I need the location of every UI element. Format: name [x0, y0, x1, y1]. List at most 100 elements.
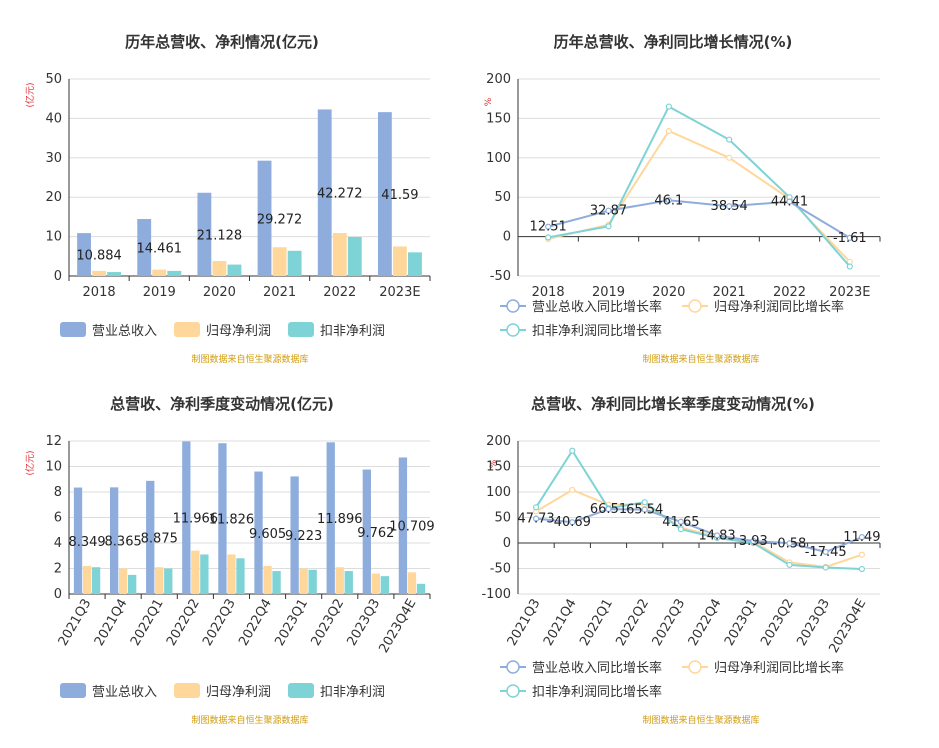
bar-deducted-profit [344, 571, 353, 594]
x-tick-label: 2020 [203, 285, 236, 300]
y-axis-unit-label: % [484, 97, 494, 106]
y-tick-label: 150 [486, 460, 511, 475]
y-tick-label: 0 [503, 536, 511, 551]
bar-net-profit [335, 567, 344, 594]
x-tick-label: 2023Q1 [272, 597, 311, 649]
series-point [605, 505, 612, 513]
series-line-net-profit-growth [535, 488, 863, 568]
line-data-label: -1.61 [833, 231, 867, 246]
chart-1: 历年总营收、净利情况(亿元) (亿元) 0 10 20 30 40 50 2018 2019 202… [24, 33, 431, 365]
series-point [858, 565, 866, 573]
bar-net-profit [155, 567, 164, 594]
legend-label: 扣非净利润同比增长率 [532, 323, 662, 339]
y-tick-label: 10 [45, 230, 62, 245]
chart-title: 历年总营收、净利同比增长情况(%) [554, 33, 793, 51]
bar-revenue [182, 441, 191, 594]
bar-deducted-profit [408, 252, 422, 276]
x-tick-label: 2021 [713, 285, 746, 300]
bar-deducted-profit [164, 568, 173, 594]
bar-data-label: 9.762 [357, 526, 394, 541]
bar-deducted-profit [347, 236, 362, 276]
bar-data-label: 11.826 [209, 513, 255, 528]
bar-deducted-profit [272, 571, 281, 594]
x-tick-label: 2023Q4E [377, 597, 420, 656]
line-data-label: 11.49 [843, 530, 880, 545]
legend-item: 归母净利润同比增长率 [682, 299, 844, 315]
series-point [677, 518, 685, 525]
bar-net-profit [82, 565, 92, 594]
bar-deducted-profit [287, 250, 302, 276]
series-point [846, 263, 853, 270]
series-point [822, 548, 829, 555]
bar-deducted-profit [167, 270, 182, 276]
legend: 营业总收入 归母净利润 扣非净利润 [60, 322, 385, 339]
chart-title: 总营收、净利同比增长率季度变动情况(%) [531, 395, 815, 413]
series-point [858, 534, 866, 541]
y-axis-unit-label: % [489, 459, 499, 468]
source-note: 制图数据来自恒生聚源数据库 [642, 353, 759, 365]
bar-data-label: 9.223 [285, 529, 322, 544]
series-point [750, 537, 757, 545]
series-line-revenue-growth [536, 508, 863, 553]
bar-revenue [398, 457, 408, 594]
series-point [569, 519, 576, 526]
y-tick-label: 50 [494, 511, 511, 526]
x-tick-label: 2021Q4 [92, 597, 131, 649]
y-tick-label: 100 [486, 151, 511, 166]
x-tick-label: 2022Q2 [613, 597, 652, 649]
bar-deducted-profit [236, 558, 245, 594]
legend-item: 归母净利润同比增长率 [682, 660, 844, 676]
series-line-revenue-growth [547, 199, 851, 239]
bar-revenue [197, 192, 212, 276]
x-tick-label: 2022Q1 [128, 597, 167, 649]
x-tick-label: 2021Q3 [505, 597, 544, 649]
line-data-label: 14.83 [698, 528, 735, 543]
bar-revenue [77, 233, 91, 276]
legend-item: 营业总收入 [60, 322, 157, 339]
bar-revenue [362, 469, 371, 594]
x-tick-label: 2020 [652, 285, 685, 300]
legend-item: 营业总收入 [60, 683, 157, 700]
series-point [605, 207, 612, 214]
bar-data-label: 29.272 [257, 212, 303, 227]
y-axis-unit-label: (亿元) [24, 82, 36, 107]
legend-swatch [174, 683, 200, 698]
x-tick-label: 2022Q4 [686, 597, 725, 649]
y-tick-label: 6 [54, 511, 62, 526]
bar-data-label: 11.966 [173, 512, 219, 527]
y-tick-label: 4 [54, 536, 62, 551]
series-point [605, 223, 612, 230]
x-tick-label: 2019 [592, 285, 625, 300]
bar-deducted-profit [416, 583, 426, 594]
line-data-label: 41.65 [662, 515, 699, 530]
series-point [569, 447, 576, 454]
bar-net-profit [152, 269, 167, 276]
legend: 营业总收入 归母净利润 扣非净利润 [60, 683, 385, 700]
legend-item: 归母净利润 [174, 683, 271, 700]
legend-swatch-marker [688, 660, 702, 674]
x-tick-label: 2021Q3 [56, 597, 95, 649]
series-line-deducted-profit-growth [535, 448, 862, 571]
bar-deducted-profit [227, 264, 242, 276]
line-data-label: 40.69 [554, 515, 591, 530]
legend-label: 营业总收入同比增长率 [532, 299, 662, 315]
series-point [822, 564, 829, 571]
y-tick-label: 200 [486, 434, 511, 449]
line-data-label: 38.54 [711, 199, 748, 214]
y-tick-label: 0 [54, 269, 62, 284]
line-data-label: 65.54 [626, 503, 663, 518]
series-point [665, 127, 672, 135]
series-point [846, 234, 853, 241]
line-data-label: 44.41 [771, 195, 808, 210]
legend-label: 归母净利润同比增长率 [714, 660, 844, 676]
bar-revenue [257, 160, 272, 276]
legend-label: 营业总收入 [92, 685, 157, 700]
y-tick-label: 12 [45, 434, 62, 449]
bar-revenue [146, 480, 155, 594]
y-tick-label: 10 [45, 460, 62, 475]
line-data-label: -0.58 [773, 536, 807, 551]
source-note: 制图数据来自恒生聚源数据库 [191, 714, 308, 726]
y-tick-label: 8 [54, 485, 62, 500]
x-tick-label: 2022Q3 [200, 597, 239, 649]
